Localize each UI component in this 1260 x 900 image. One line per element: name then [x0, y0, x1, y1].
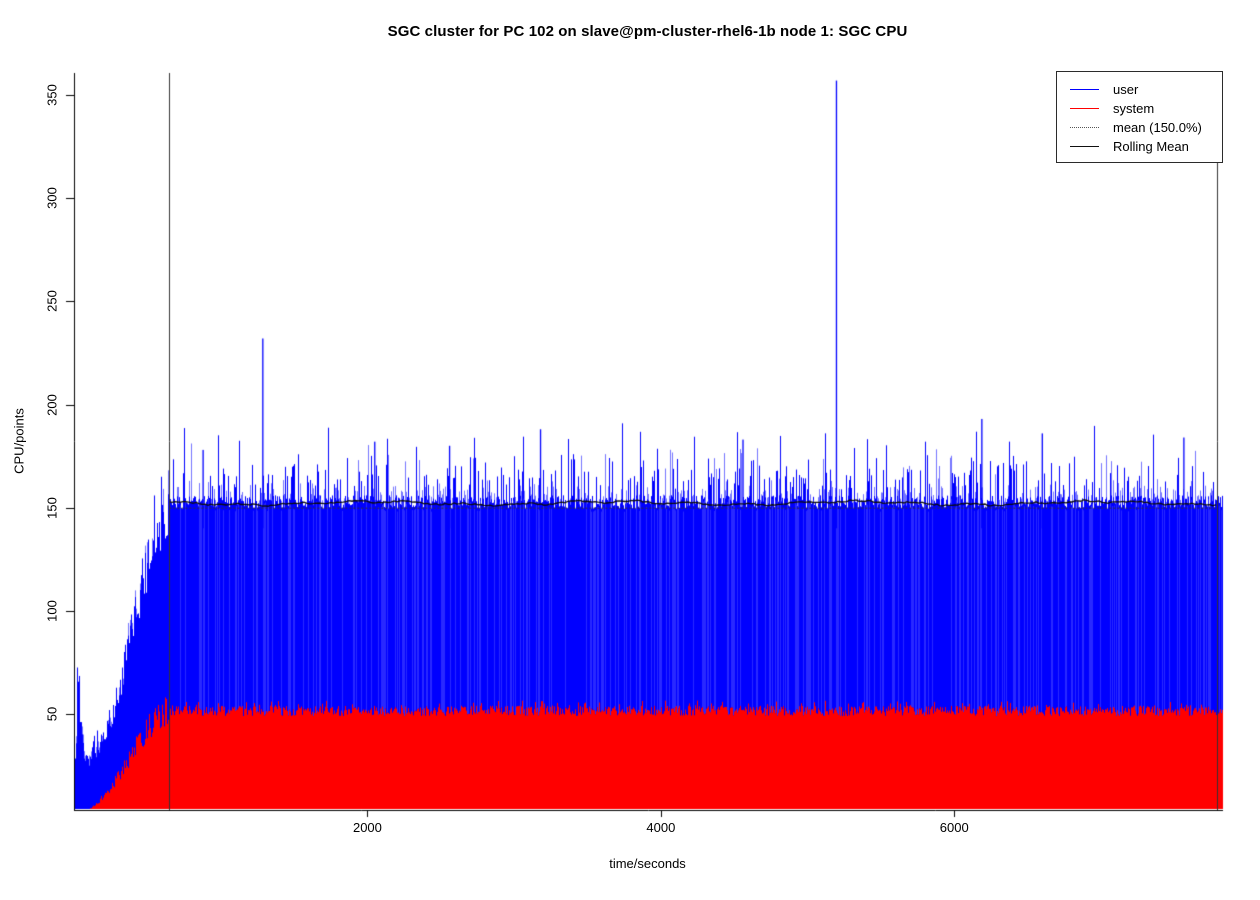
mean-line-sample	[1070, 127, 1099, 128]
x-tick-label: 4000	[646, 820, 676, 835]
y-tick-label: 150	[44, 496, 60, 519]
legend-item-system: system	[1070, 99, 1222, 118]
x-axis-title: time/seconds	[609, 856, 686, 871]
legend-item-mean: mean (150.0%)	[1070, 118, 1222, 137]
x-tick-label: 2000	[352, 820, 382, 835]
legend-item-user: user	[1070, 80, 1222, 99]
chart-title: SGC cluster for PC 102 on slave@pm-clust…	[387, 23, 908, 40]
x-tick-label: 6000	[939, 820, 969, 835]
y-tick-label: 200	[44, 393, 60, 416]
y-axis-title: CPU/points	[11, 408, 27, 474]
legend-label: system	[1113, 100, 1155, 116]
legend-label: mean (150.0%)	[1113, 119, 1202, 135]
rolling-mean-line-sample	[1070, 146, 1099, 147]
y-tick-label: 50	[44, 706, 60, 722]
legend-label: user	[1113, 81, 1139, 97]
system-line-sample	[1070, 108, 1099, 109]
y-tick-label: 250	[44, 290, 60, 313]
y-tick-label: 100	[44, 599, 60, 622]
y-tick-label: 300	[44, 187, 60, 210]
legend-item-rolling-mean: Rolling Mean	[1070, 137, 1222, 156]
y-tick-label: 350	[44, 84, 60, 106]
legend-label: Rolling Mean	[1113, 138, 1189, 154]
legend-box: user system mean (150.0%) Rolling Mean	[1056, 71, 1223, 163]
user-line-sample	[1070, 89, 1099, 90]
